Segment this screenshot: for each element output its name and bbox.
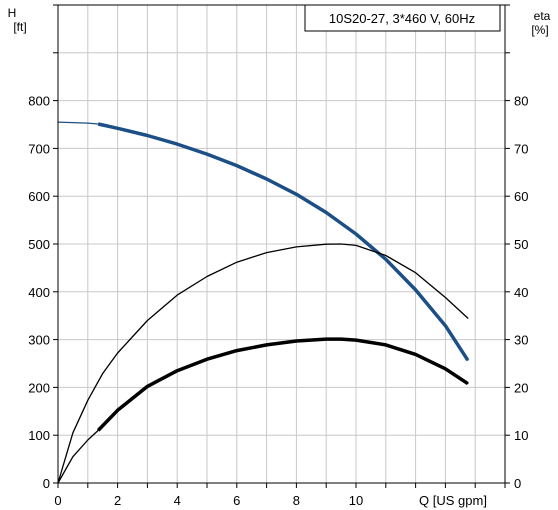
y-right-tick-label: 0 bbox=[514, 476, 521, 491]
chart-title: 10S20-27, 3*460 V, 60Hz bbox=[329, 11, 475, 26]
y-left-axis-title-line2: [ft] bbox=[13, 20, 26, 34]
curve-eta-pump-thin bbox=[57, 243, 469, 484]
y-left-tick-label: 800 bbox=[28, 94, 50, 109]
ticks: 0100200300400500600700800010203040506070… bbox=[28, 4, 528, 508]
x-tick-label: 0 bbox=[54, 493, 61, 508]
y-right-tick-label: 20 bbox=[514, 380, 528, 395]
curve-eta-total-thick bbox=[96, 337, 469, 432]
x-axis-title: Q [US gpm] bbox=[419, 493, 487, 508]
y-left-axis-title-line1: H bbox=[8, 6, 17, 20]
y-left-tick-label: 100 bbox=[28, 428, 50, 443]
y-left-tick-label: 300 bbox=[28, 333, 50, 348]
y-right-tick-label: 80 bbox=[514, 94, 528, 109]
grid bbox=[57, 4, 506, 484]
curve-head-thick bbox=[97, 122, 470, 362]
x-tick-label: 10 bbox=[349, 493, 363, 508]
x-tick-label: 2 bbox=[114, 493, 121, 508]
x-tick-label: 8 bbox=[293, 493, 300, 508]
legend-box bbox=[304, 4, 501, 32]
y-right-axis-title-line2: [%] bbox=[531, 23, 548, 37]
x-tick-label: 4 bbox=[174, 493, 181, 508]
y-right-tick-label: 60 bbox=[514, 189, 528, 204]
y-left-tick-label: 0 bbox=[43, 476, 50, 491]
curves bbox=[57, 121, 470, 484]
y-left-tick-label: 500 bbox=[28, 237, 50, 252]
y-right-tick-label: 10 bbox=[514, 428, 528, 443]
y-left-tick-label: 700 bbox=[28, 141, 50, 156]
y-left-tick-label: 600 bbox=[28, 189, 50, 204]
y-right-tick-label: 50 bbox=[514, 237, 528, 252]
y-right-tick-label: 30 bbox=[514, 333, 528, 348]
y-left-tick-label: 400 bbox=[28, 285, 50, 300]
y-right-tick-label: 70 bbox=[514, 141, 528, 156]
x-tick-label: 6 bbox=[233, 493, 240, 508]
curve-eta-total-thin bbox=[57, 338, 469, 484]
curve-head-thin bbox=[57, 121, 469, 361]
y-right-tick-label: 40 bbox=[514, 285, 528, 300]
y-left-tick-label: 200 bbox=[28, 380, 50, 395]
y-right-axis-title-line1: eta bbox=[534, 9, 551, 23]
